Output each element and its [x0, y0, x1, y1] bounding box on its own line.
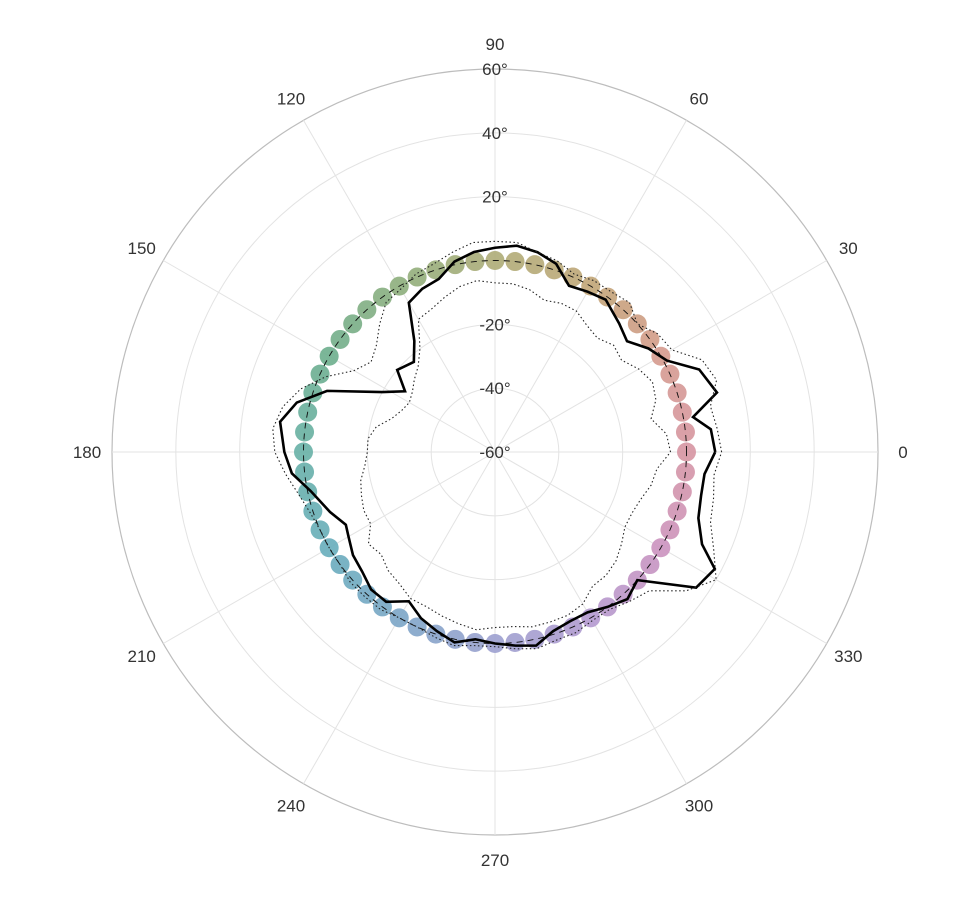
- data-point: [525, 255, 545, 275]
- dashed-reference-line: [303, 260, 687, 644]
- angle-tick-label: 270: [481, 851, 509, 870]
- data-point: [319, 346, 339, 366]
- labels-layer: 0 30 60 90 120 150 180 210 240 270 300 330 -60° -40° -…: [73, 35, 908, 870]
- angle-tick-label: 30: [839, 239, 858, 258]
- radial-tick-label: 60°: [482, 60, 508, 79]
- data-point: [667, 501, 687, 521]
- data-point: [627, 314, 647, 334]
- radial-tick-label: -60°: [479, 443, 510, 462]
- radial-tick-label: 40°: [482, 124, 508, 143]
- data-point: [675, 422, 695, 442]
- data-point: [407, 617, 427, 637]
- data-point: [672, 482, 692, 502]
- radial-tick-label: -20°: [479, 315, 510, 334]
- angle-tick-label: 330: [834, 647, 862, 666]
- data-point: [544, 260, 564, 280]
- data-point: [407, 267, 427, 287]
- angle-tick-label: 180: [73, 443, 101, 462]
- angle-tick-label: 300: [685, 796, 713, 815]
- angle-tick-label: 0: [898, 443, 907, 462]
- angle-tick-label: 210: [128, 647, 156, 666]
- data-point: [640, 329, 660, 349]
- data-point: [672, 402, 692, 422]
- data-point: [426, 624, 446, 644]
- angle-tick-label: 150: [128, 239, 156, 258]
- bound-line: [360, 280, 672, 631]
- radial-tick-label: -40°: [479, 379, 510, 398]
- data-point: [295, 422, 315, 442]
- data-point: [294, 442, 313, 462]
- data-point: [675, 462, 695, 482]
- data-point: [613, 300, 633, 320]
- angle-tick-label: 90: [486, 35, 505, 54]
- data-point: [389, 608, 409, 628]
- radial-tick-label: 20°: [482, 188, 508, 207]
- data-point: [505, 632, 525, 652]
- angle-tick-label: 60: [690, 90, 709, 109]
- data-point: [330, 329, 350, 349]
- angle-tick-label: 240: [277, 796, 305, 815]
- angle-tick-label: 120: [277, 90, 305, 109]
- observed-line: [278, 244, 719, 647]
- points-layer: [272, 240, 723, 653]
- data-point: [426, 260, 446, 280]
